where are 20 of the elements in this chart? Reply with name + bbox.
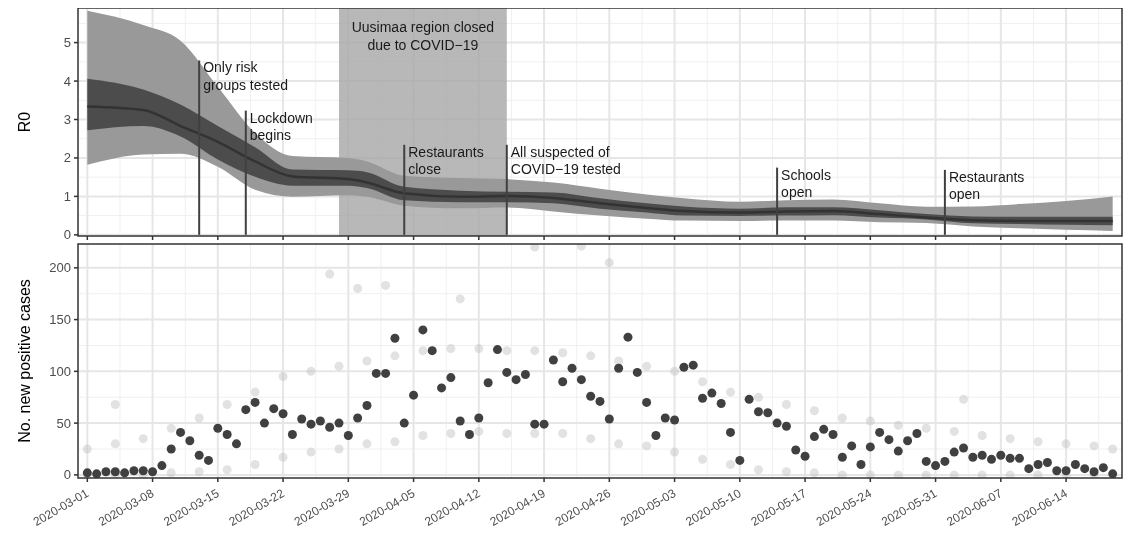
ref-line-label: Restaurants close (408, 143, 484, 178)
y-tick-label: 5 (63, 35, 71, 51)
y-tick-label: 1 (63, 188, 71, 204)
y-tick-label: 0 (63, 227, 71, 243)
y-tick-label: 200 (49, 260, 71, 276)
y-tick-label: 150 (49, 312, 71, 328)
y-tick-label: 4 (63, 73, 71, 89)
y-tick-label: 100 (49, 363, 71, 379)
y-axis-title: R0 (16, 111, 33, 133)
ref-line-label: Schools open (781, 166, 831, 201)
y-tick-label: 50 (56, 415, 71, 431)
ref-line-label: All suspected of COVID−19 tested (510, 143, 621, 178)
ref-line-label: Lockdown begins (249, 109, 313, 144)
ref-line-label: Only risk groups tested (203, 59, 289, 93)
y-axis-title: No. new positive cases (16, 279, 33, 443)
band-label: Uusimaa region closed due to COVID−19 (351, 19, 495, 53)
y-tick-label: 3 (63, 112, 71, 128)
y-tick-label: 2 (63, 150, 71, 166)
ref-line-label: Restaurants open (948, 168, 1025, 203)
y-tick-label: 0 (63, 467, 71, 483)
